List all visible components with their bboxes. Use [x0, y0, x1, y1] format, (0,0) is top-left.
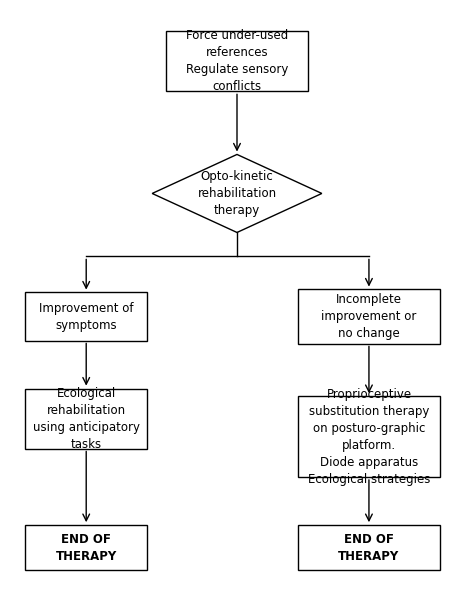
Text: Improvement of
symptoms: Improvement of symptoms: [39, 302, 134, 332]
FancyBboxPatch shape: [25, 292, 147, 341]
Text: END OF
THERAPY: END OF THERAPY: [55, 532, 117, 563]
FancyBboxPatch shape: [298, 396, 439, 477]
FancyBboxPatch shape: [298, 289, 439, 344]
Text: END OF
THERAPY: END OF THERAPY: [338, 532, 400, 563]
Text: Proprioceptive
substitution therapy
on posturo-graphic
platform.
Diode apparatus: Proprioceptive substitution therapy on p…: [308, 388, 430, 485]
FancyBboxPatch shape: [25, 388, 147, 449]
FancyBboxPatch shape: [25, 525, 147, 570]
FancyBboxPatch shape: [166, 31, 308, 92]
Text: Incomplete
improvement or
no change: Incomplete improvement or no change: [321, 293, 417, 340]
Text: Force under-used
references
Regulate sensory
conflicts: Force under-used references Regulate sen…: [186, 30, 288, 93]
FancyBboxPatch shape: [298, 525, 439, 570]
Text: Ecological
rehabilitation
using anticipatory
tasks: Ecological rehabilitation using anticipa…: [33, 387, 140, 450]
Polygon shape: [152, 154, 322, 233]
Text: Opto-kinetic
rehabilitation
therapy: Opto-kinetic rehabilitation therapy: [198, 170, 276, 217]
